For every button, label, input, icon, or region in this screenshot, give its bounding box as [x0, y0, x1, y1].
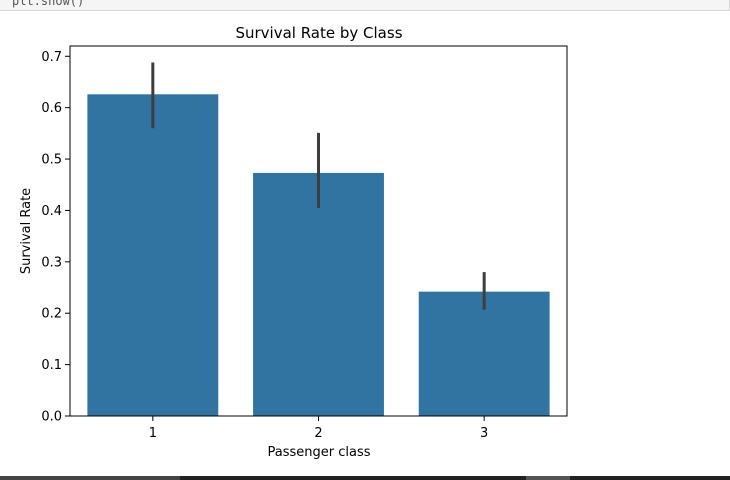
y-tick-label: 0.5: [41, 153, 62, 168]
bar-class-2: [253, 172, 384, 416]
y-tick-label: 0.4: [41, 204, 62, 219]
y-axis: 0.0 0.1 0.2 0.3 0.4 0.5 0.6 0.7: [41, 50, 70, 425]
x-axis-label: Passenger class: [267, 445, 370, 460]
y-tick-label: 0.0: [41, 410, 62, 425]
bar-class-3: [418, 291, 550, 416]
y-tick-label: 0.1: [41, 358, 62, 373]
bottom-status-bar: [0, 476, 730, 480]
cell-code-fragment: plt.show(): [12, 0, 85, 8]
status-segment: [0, 476, 180, 480]
chart-title: Survival Rate by Class: [235, 24, 402, 42]
y-axis-label: Survival Rate: [19, 188, 34, 274]
y-tick-label: 0.6: [41, 101, 62, 116]
x-tick-label: 3: [480, 426, 488, 441]
bars-group: [87, 94, 550, 417]
status-segment: [526, 476, 570, 480]
y-tick-label: 0.7: [41, 50, 62, 65]
error-bars-group: [151, 62, 486, 310]
y-tick-label: 0.2: [41, 307, 62, 322]
x-tick-label: 1: [149, 426, 157, 441]
x-tick-label: 2: [314, 426, 322, 441]
x-axis: 1 2 3: [149, 416, 488, 441]
bar-class-1: [87, 94, 219, 417]
y-tick-label: 0.3: [41, 255, 62, 270]
